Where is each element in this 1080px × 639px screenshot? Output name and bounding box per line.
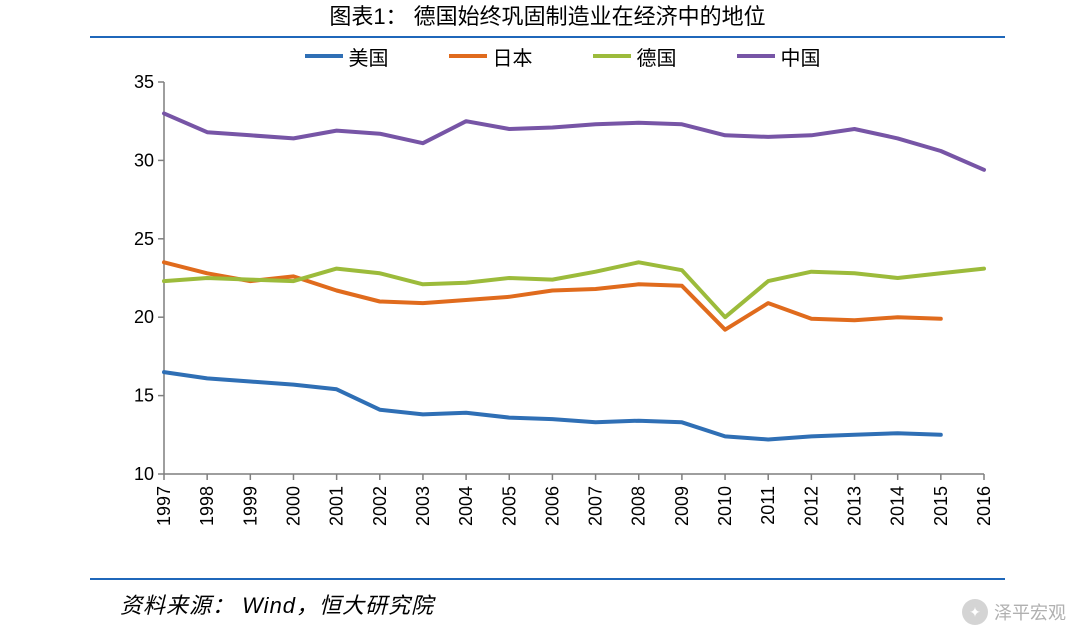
legend-swatch <box>737 54 775 58</box>
svg-text:2003: 2003 <box>413 486 433 526</box>
svg-text:2014: 2014 <box>888 486 908 526</box>
svg-text:2008: 2008 <box>629 486 649 526</box>
chart-title: 图表1： 德国始终巩固制造业在经济中的地位 <box>90 0 1005 38</box>
legend-item-japan: 日本 <box>449 42 533 71</box>
svg-text:15: 15 <box>134 386 154 406</box>
svg-text:2016: 2016 <box>974 486 994 526</box>
svg-text:20: 20 <box>134 307 154 327</box>
legend: 美国 日本 德国 中国 <box>120 42 1005 70</box>
svg-text:25: 25 <box>134 229 154 249</box>
svg-text:10: 10 <box>134 464 154 484</box>
legend-item-usa: 美国 <box>305 42 389 71</box>
svg-text:2012: 2012 <box>801 486 821 526</box>
legend-swatch <box>593 54 631 58</box>
series-china <box>164 113 984 169</box>
svg-text:2013: 2013 <box>845 486 865 526</box>
legend-label: 美国 <box>349 42 389 71</box>
legend-item-germany: 德国 <box>593 42 677 71</box>
svg-text:1998: 1998 <box>197 486 217 526</box>
watermark: ✦ 泽平宏观 <box>962 599 1066 625</box>
legend-label: 德国 <box>637 42 677 71</box>
legend-swatch <box>449 54 487 58</box>
legend-item-china: 中国 <box>737 42 821 71</box>
svg-text:1999: 1999 <box>240 486 260 526</box>
svg-text:2007: 2007 <box>586 486 606 526</box>
legend-label: 中国 <box>781 42 821 71</box>
svg-text:2015: 2015 <box>931 486 951 526</box>
svg-text:2006: 2006 <box>542 486 562 526</box>
series-usa <box>164 372 941 439</box>
watermark-text: 泽平宏观 <box>994 599 1066 625</box>
svg-text:2000: 2000 <box>283 486 303 526</box>
svg-text:30: 30 <box>134 150 154 170</box>
svg-text:2009: 2009 <box>672 486 692 526</box>
svg-text:1997: 1997 <box>154 486 174 526</box>
svg-text:2005: 2005 <box>499 486 519 526</box>
footer-rule <box>90 578 1005 580</box>
legend-label: 日本 <box>493 42 533 71</box>
wechat-icon: ✦ <box>962 599 988 625</box>
svg-text:2001: 2001 <box>327 486 347 526</box>
svg-text:2010: 2010 <box>715 486 735 526</box>
svg-text:2002: 2002 <box>370 486 390 526</box>
line-chart: 1015202530351997199819992000200120022003… <box>120 74 1000 494</box>
svg-text:2004: 2004 <box>456 486 476 526</box>
legend-swatch <box>305 54 343 58</box>
svg-text:2011: 2011 <box>758 486 778 525</box>
footer-source: 资料来源： Wind，恒大研究院 <box>120 588 434 620</box>
svg-text:35: 35 <box>134 74 154 92</box>
